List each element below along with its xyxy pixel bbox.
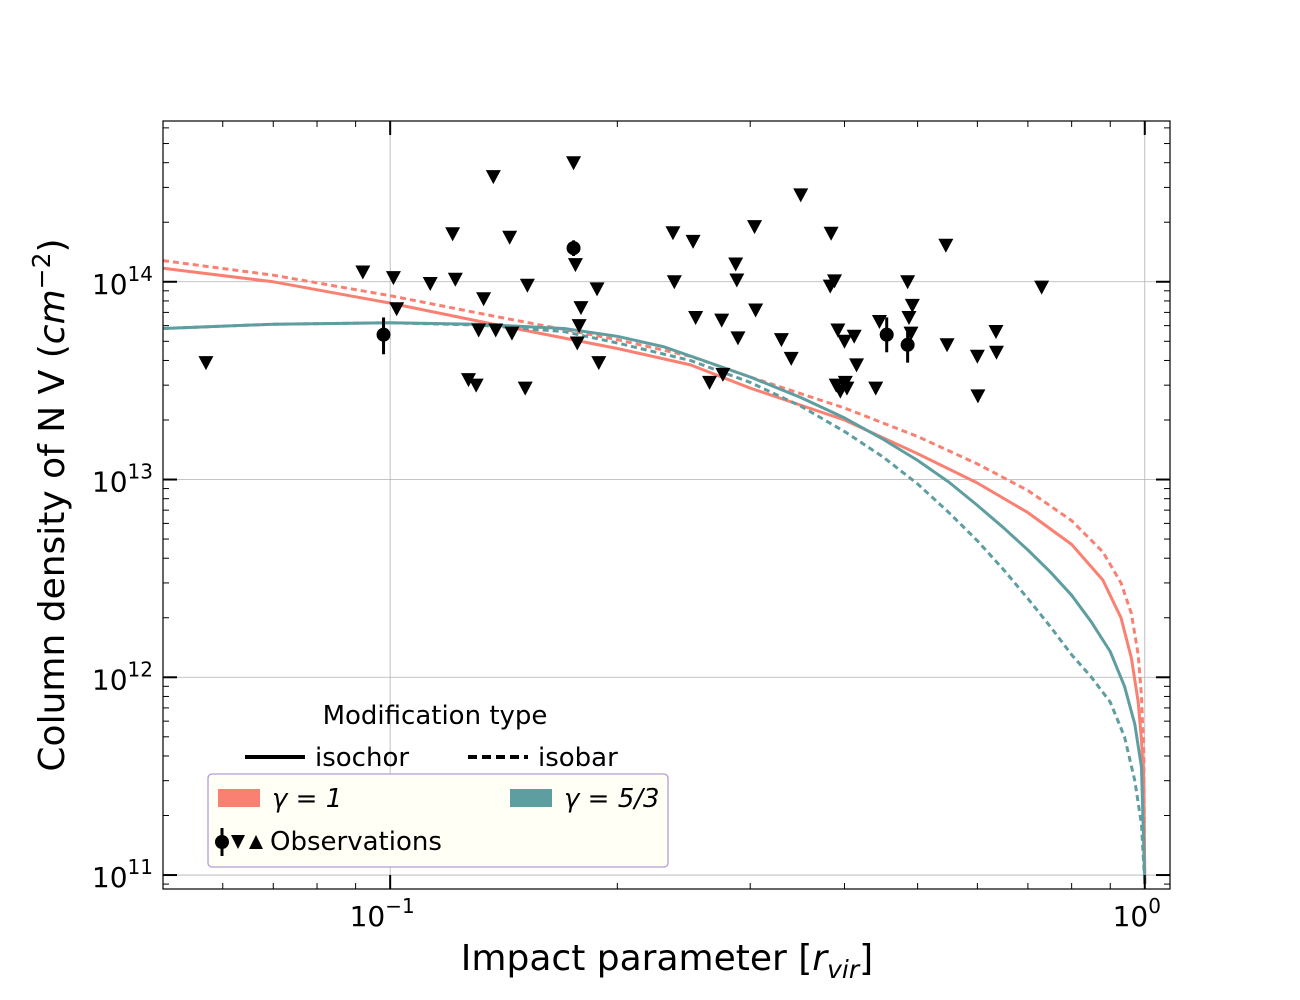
- upper-limit-marker: [517, 381, 533, 396]
- upper-limit-marker: [938, 238, 954, 253]
- ticks: [162, 121, 1170, 889]
- legend-upper-limit-icon: [231, 835, 245, 849]
- upper-limit-marker: [504, 326, 520, 341]
- upper-limit-marker: [502, 230, 518, 245]
- upper-limit-marker: [747, 220, 763, 235]
- upper-limit-marker: [773, 333, 789, 348]
- upper-limit-marker: [793, 188, 809, 203]
- detection-marker: [879, 327, 894, 342]
- series-line-1: [162, 259, 1147, 885]
- upper-limit-marker: [969, 349, 985, 364]
- legend-gamma53-swatch: [510, 789, 552, 807]
- upper-limit-marker: [685, 234, 701, 249]
- upper-limit-marker: [730, 331, 746, 346]
- legend-isobar-label: isobar: [538, 743, 618, 773]
- upper-limit-marker: [1034, 280, 1050, 295]
- upper-limit-marker: [445, 227, 461, 242]
- upper-limit-marker: [385, 271, 401, 286]
- upper-limit-marker: [939, 338, 955, 353]
- upper-limit-marker: [988, 345, 1004, 360]
- upper-limit-marker: [868, 381, 884, 396]
- upper-limit-marker: [519, 278, 535, 293]
- upper-limit-marker: [900, 275, 916, 290]
- upper-limit-marker: [988, 325, 1004, 340]
- upper-limit-marker: [589, 282, 605, 297]
- upper-limit-marker: [666, 275, 682, 290]
- plot-frame: [162, 120, 1171, 890]
- upper-limit-marker: [476, 292, 492, 307]
- upper-limit-marker: [715, 367, 731, 382]
- upper-limit-marker: [823, 226, 839, 241]
- y-axis-label: Column density of N V (cm−2): [27, 238, 73, 771]
- upper-limit-marker: [970, 389, 986, 404]
- legend-header: Modification type: [323, 701, 548, 731]
- legend-isochor-label: isochor: [315, 743, 409, 773]
- detection-marker: [566, 241, 581, 256]
- upper-limit-marker: [714, 313, 730, 328]
- upper-limit-marker: [591, 356, 607, 371]
- legend: Modification type isochor isobar γ = 1 γ…: [207, 701, 669, 868]
- upper-limit-marker: [901, 310, 917, 325]
- grid: [163, 121, 1170, 889]
- upper-limit-marker: [728, 257, 744, 272]
- upper-limit-marker: [871, 314, 887, 329]
- upper-limit-marker: [573, 301, 589, 316]
- observations: [198, 156, 1050, 404]
- upper-limit-marker: [783, 351, 799, 366]
- legend-gamma1-label: γ = 1: [272, 784, 342, 814]
- upper-limit-marker: [702, 375, 718, 390]
- legend-detection-icon: [215, 835, 229, 849]
- y-tick-label: 1012: [92, 657, 153, 696]
- upper-limit-marker: [836, 334, 852, 349]
- upper-limit-marker: [389, 302, 405, 317]
- upper-limit-marker: [567, 258, 583, 273]
- legend-box: [207, 773, 669, 868]
- upper-limit-marker: [849, 358, 865, 373]
- x-tick-label: 100: [1113, 894, 1161, 933]
- upper-limit-marker: [422, 276, 438, 291]
- detection-marker: [376, 327, 391, 342]
- upper-limit-marker: [748, 303, 764, 318]
- detection-marker: [900, 337, 915, 352]
- x-tick-label: 10−1: [350, 894, 415, 933]
- upper-limit-marker: [569, 336, 585, 351]
- upper-limit-marker: [846, 329, 862, 344]
- upper-limit-marker: [571, 319, 587, 334]
- upper-limit-marker: [830, 323, 846, 338]
- legend-gamma53-label: γ = 5/3: [564, 784, 660, 814]
- y-tick-label: 1014: [92, 262, 153, 301]
- legend-lower-limit-icon: [249, 835, 263, 849]
- upper-limit-marker: [729, 273, 745, 288]
- upper-limit-marker: [839, 381, 855, 396]
- series-line-2: [162, 321, 1147, 885]
- upper-limit-marker: [468, 378, 484, 393]
- tick-labels: 10−1 100 1011 1012 1013 1014: [92, 262, 1161, 933]
- legend-observations-label: Observations: [270, 827, 442, 857]
- upper-limit-marker: [485, 170, 501, 185]
- upper-limit-marker: [355, 265, 371, 280]
- upper-limit-marker: [665, 226, 681, 241]
- series-line-3: [162, 321, 1147, 885]
- y-tick-label: 1011: [92, 855, 153, 894]
- upper-limit-marker: [566, 156, 582, 171]
- upper-limit-marker: [198, 356, 214, 371]
- upper-limit-marker: [471, 323, 487, 338]
- y-tick-label: 1013: [92, 460, 153, 499]
- upper-limit-marker: [460, 373, 476, 388]
- legend-gamma1-swatch: [218, 789, 260, 807]
- upper-limit-marker: [688, 310, 704, 325]
- upper-limit-marker: [488, 323, 504, 338]
- upper-limit-marker: [827, 274, 843, 289]
- upper-limit-marker: [447, 272, 463, 287]
- upper-limit-marker: [904, 298, 920, 313]
- x-axis-label: Impact parameter [rvir]: [461, 938, 873, 984]
